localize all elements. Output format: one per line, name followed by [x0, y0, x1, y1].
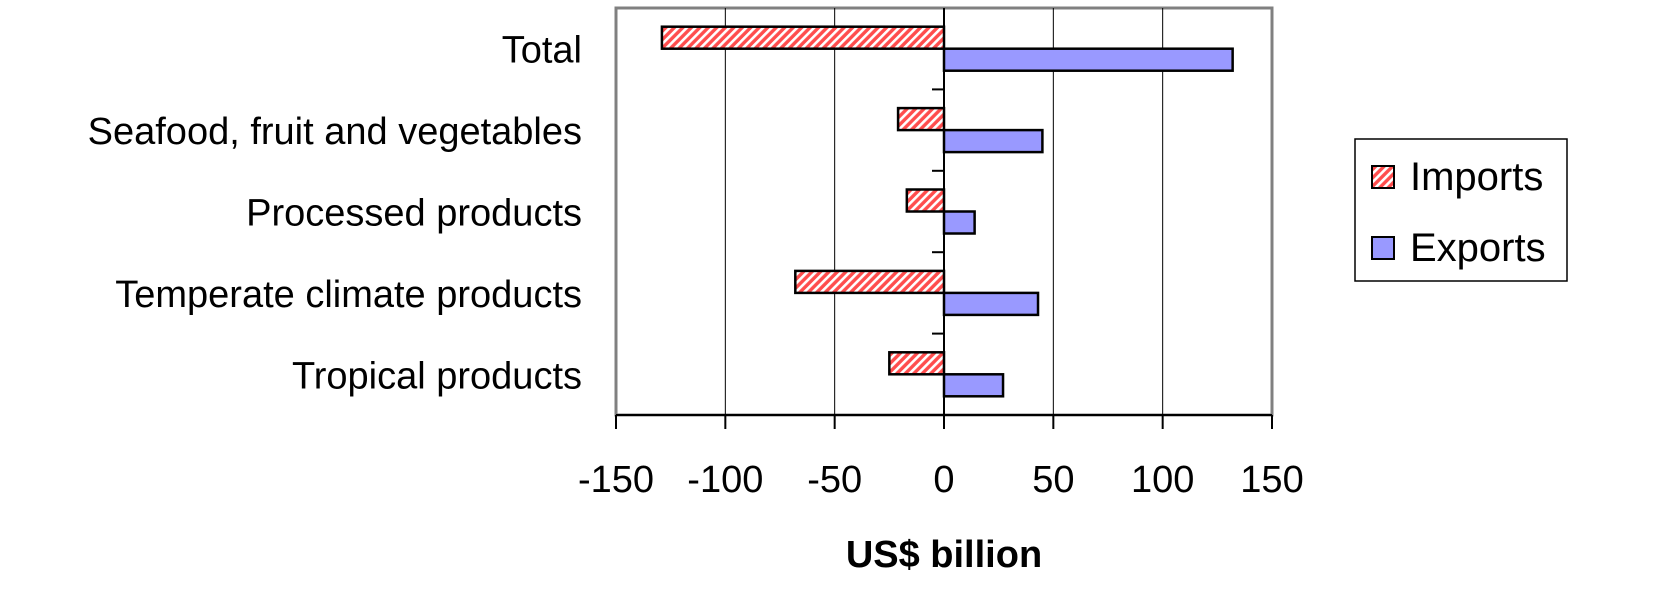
bar-imports	[896, 106, 946, 132]
x-tick-label: 150	[1240, 459, 1303, 501]
bar-imports	[905, 188, 946, 213]
category-label: Processed products	[246, 193, 582, 235]
bar-exports	[942, 47, 1234, 72]
bar-exports	[942, 291, 1040, 317]
bar-exports	[942, 373, 1005, 398]
x-axis-title: US$ billion	[846, 534, 1042, 576]
category-axis: Total Seafood, fruit and vegetables Proces…	[88, 8, 945, 415]
category-label: Temperate climate products	[115, 274, 582, 316]
legend-label-exports: Exports	[1410, 226, 1546, 270]
legend-label-imports: Imports	[1410, 155, 1543, 199]
category-label: Seafood, fruit and vegetables	[88, 111, 582, 153]
x-tick-label: 100	[1131, 459, 1194, 501]
category-label: Tropical products	[292, 355, 582, 397]
x-tick-label: 50	[1032, 459, 1074, 501]
bar-exports	[942, 128, 1044, 154]
bars	[660, 25, 1234, 398]
bar-exports	[942, 210, 976, 235]
legend: Imports Exports	[1354, 138, 1568, 282]
x-tick-label: -50	[807, 459, 862, 501]
bar-imports	[660, 25, 946, 50]
gridlines	[724, 8, 1164, 415]
bar-imports	[794, 269, 946, 295]
x-tick-label: -150	[578, 459, 654, 501]
bar-imports	[888, 351, 946, 376]
x-tick-label: 0	[933, 459, 954, 501]
legend-swatch-imports	[1371, 165, 1395, 189]
value-axis: -150 -100 -50 0 50 100 150	[578, 414, 1304, 501]
legend-swatch-exports	[1371, 236, 1395, 260]
category-label: Total	[502, 30, 582, 72]
x-tick-label: -100	[687, 459, 763, 501]
